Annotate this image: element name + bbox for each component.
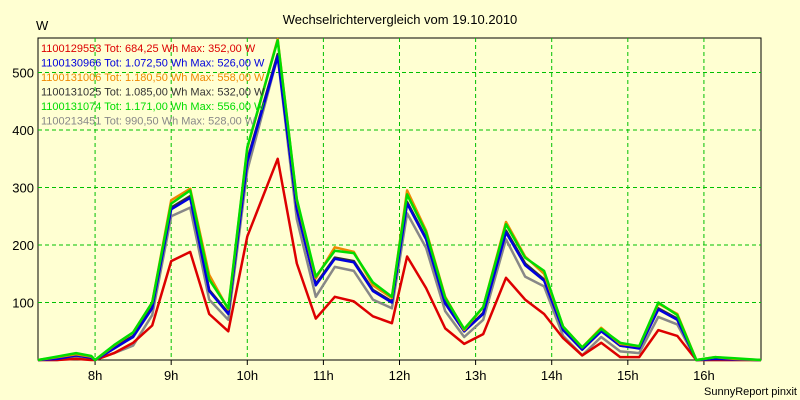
x-tick-label: 16h bbox=[693, 368, 715, 383]
x-tick-label: 13h bbox=[465, 368, 487, 383]
x-tick-label: 11h bbox=[313, 368, 334, 383]
x-tick-label: 14h bbox=[541, 368, 563, 383]
series-line-1100129553 bbox=[38, 157, 761, 362]
x-tick-labels: 8h 9h 10h 11h 12h 13h 14h 15h 16h bbox=[88, 368, 715, 383]
legend-entry-1100131074: 1100131074 Tot: 1.171,00 Wh Max: 556,00 … bbox=[41, 101, 265, 113]
y-tick-label: 500 bbox=[12, 66, 34, 81]
y-tick-label: 400 bbox=[12, 123, 34, 138]
y-tick-label: 200 bbox=[12, 238, 34, 253]
y-axis-unit-label: W bbox=[36, 18, 49, 33]
y-tick-labels: 100 200 300 400 500 bbox=[12, 66, 34, 311]
y-tick-label: 100 bbox=[12, 296, 34, 311]
legend: 1100129553 Tot: 684,25 Wh Max: 352,00 W 1… bbox=[41, 43, 265, 128]
y-tick-label: 300 bbox=[12, 181, 34, 196]
legend-entry-1100131025: 1100131025 Tot: 1.085,00 Wh Max: 532,00 … bbox=[41, 87, 265, 99]
credit-label: SunnyReport pinxit bbox=[704, 386, 797, 398]
x-tick-label: 12h bbox=[389, 368, 411, 383]
series-lines bbox=[37, 37, 762, 362]
series-line-1100131074 bbox=[37, 39, 762, 362]
legend-entry-1100130966: 1100130966 Tot: 1.072,50 Wh Max: 526,00 … bbox=[41, 58, 265, 70]
chart-title: Wechselrichtervergleich vom 19.10.2010 bbox=[283, 12, 518, 27]
x-tick-label: 8h bbox=[88, 368, 102, 383]
x-tick-label: 9h bbox=[164, 368, 178, 383]
legend-entry-1100129553: 1100129553 Tot: 684,25 Wh Max: 352,00 W bbox=[41, 43, 256, 55]
legend-entry-1100131006: 1100131006 Tot: 1.180,50 Wh Max: 558,00 … bbox=[41, 72, 265, 84]
legend-entry-1100213451: 1100213451 Tot: 990,50 Wh Max: 528,00 W bbox=[41, 116, 256, 128]
x-tick-label: 10h bbox=[236, 368, 258, 383]
x-tick-label: 15h bbox=[617, 368, 639, 383]
series-line-1100130966 bbox=[37, 55, 762, 362]
